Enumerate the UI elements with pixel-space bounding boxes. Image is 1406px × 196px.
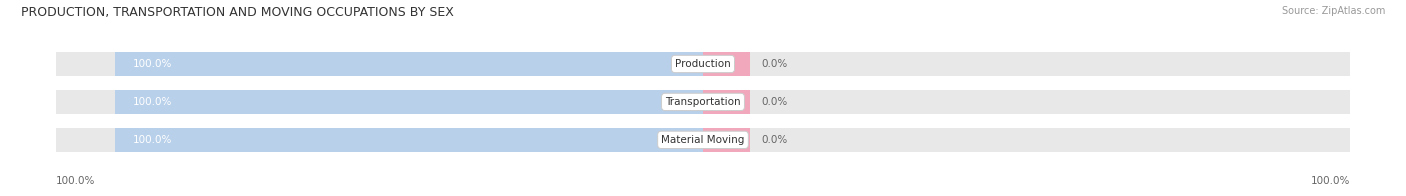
- Bar: [56, 52, 703, 76]
- Bar: [115, 128, 703, 152]
- Text: Material Moving: Material Moving: [661, 135, 745, 145]
- Text: 0.0%: 0.0%: [762, 135, 787, 145]
- Bar: [703, 52, 1350, 76]
- Text: 100.0%: 100.0%: [132, 135, 172, 145]
- Text: Transportation: Transportation: [665, 97, 741, 107]
- Text: 0.0%: 0.0%: [762, 97, 787, 107]
- Bar: [703, 128, 749, 152]
- Bar: [56, 90, 703, 114]
- Bar: [703, 90, 1350, 114]
- Text: 100.0%: 100.0%: [56, 176, 96, 186]
- Bar: [115, 90, 703, 114]
- Text: 0.0%: 0.0%: [762, 59, 787, 69]
- Text: PRODUCTION, TRANSPORTATION AND MOVING OCCUPATIONS BY SEX: PRODUCTION, TRANSPORTATION AND MOVING OC…: [21, 6, 454, 19]
- Text: 100.0%: 100.0%: [132, 97, 172, 107]
- Bar: [703, 90, 749, 114]
- Text: Production: Production: [675, 59, 731, 69]
- Text: 100.0%: 100.0%: [132, 59, 172, 69]
- Text: Source: ZipAtlas.com: Source: ZipAtlas.com: [1281, 6, 1385, 16]
- Bar: [703, 52, 749, 76]
- Bar: [56, 128, 703, 152]
- Text: 100.0%: 100.0%: [1310, 176, 1350, 186]
- Bar: [703, 128, 1350, 152]
- Bar: [115, 52, 703, 76]
